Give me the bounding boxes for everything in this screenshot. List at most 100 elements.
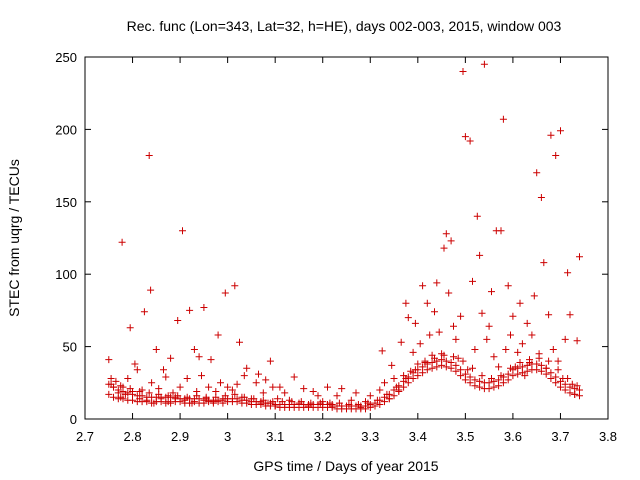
data-point [466,137,474,145]
data-point [243,364,251,372]
x-tick-label: 3.2 [314,429,332,444]
data-point [478,372,486,380]
data-point [195,353,203,361]
data-point [537,194,545,201]
data-point [105,356,113,364]
data-point [488,375,495,382]
data-point [485,322,493,330]
data-point [552,152,560,159]
data-point [528,331,536,339]
data-point [533,360,541,368]
data-point [338,385,346,393]
data-point [497,227,505,235]
data-point [428,359,436,366]
data-point [219,396,227,404]
data-point [454,354,462,362]
data-point [566,311,574,319]
data-point [117,382,125,390]
x-tick-label: 3.8 [599,429,617,444]
data-point [240,372,248,380]
data-point [233,395,241,403]
data-point [259,389,267,397]
data-point [402,375,410,382]
data-point [442,357,450,365]
data-point [445,289,453,297]
y-tick-label: 100 [55,267,77,282]
data-point [452,361,460,369]
data-point [530,292,538,300]
data-point [333,392,341,400]
data-point [152,346,160,353]
data-point [145,152,153,159]
data-point [297,398,305,406]
data-point [276,383,284,391]
data-point [324,383,331,391]
data-point [419,282,427,290]
plot-frame [84,56,609,420]
data-point [221,289,229,297]
data-point [231,282,239,290]
data-point [155,390,163,398]
data-point [214,331,222,339]
data-point [110,393,117,401]
data-point [105,380,113,388]
data-point [535,354,543,362]
data-point [190,346,198,353]
data-point [186,306,194,314]
data-point [233,380,241,388]
data-point [221,392,229,400]
data-point [281,389,289,397]
data-point [388,361,396,369]
chart-title: Rec. func (Lon=343, Lat=32, h=HE), days … [127,18,562,34]
data-point [183,375,191,382]
data-point [473,212,481,220]
data-point [452,335,460,343]
data-point [131,360,139,368]
x-axis-label: GPS time / Days of year 2015 [253,458,438,474]
data-point [124,375,132,382]
data-point [509,312,517,320]
data-point [431,354,438,362]
data-point [250,395,258,403]
data-point [300,385,308,393]
data-point [440,351,448,359]
data-point [148,379,156,387]
data-point [440,244,448,252]
data-point [547,369,555,377]
data-point [542,364,550,372]
y-tick-label: 200 [55,122,77,137]
data-point [129,390,136,398]
data-point [269,383,277,391]
data-point [447,359,455,366]
y-axis: 0 50 100 150 200 250 [55,50,608,427]
data-point [426,331,434,339]
data-point [450,353,457,361]
data-point [228,386,236,394]
data-point [402,299,410,307]
data-point [326,399,334,407]
data-point [459,357,467,365]
data-point [114,386,122,394]
data-point [461,133,469,141]
data-point [495,363,503,371]
data-point [147,286,155,294]
data-point [518,340,526,348]
data-point [504,370,512,378]
data-point [438,356,446,364]
data-point [466,373,474,381]
data-point [378,347,386,355]
data-point [212,393,220,401]
data-point [547,131,555,139]
data-point [480,60,488,68]
data-point [124,389,132,397]
data-point [307,399,315,407]
y-tick-label: 250 [55,50,77,65]
data-point [576,253,583,261]
data-point [416,340,424,348]
x-tick-label: 3.3 [361,429,379,444]
data-point [262,376,270,384]
data-point [136,388,144,395]
data-point [183,393,191,401]
data-point [435,328,443,336]
